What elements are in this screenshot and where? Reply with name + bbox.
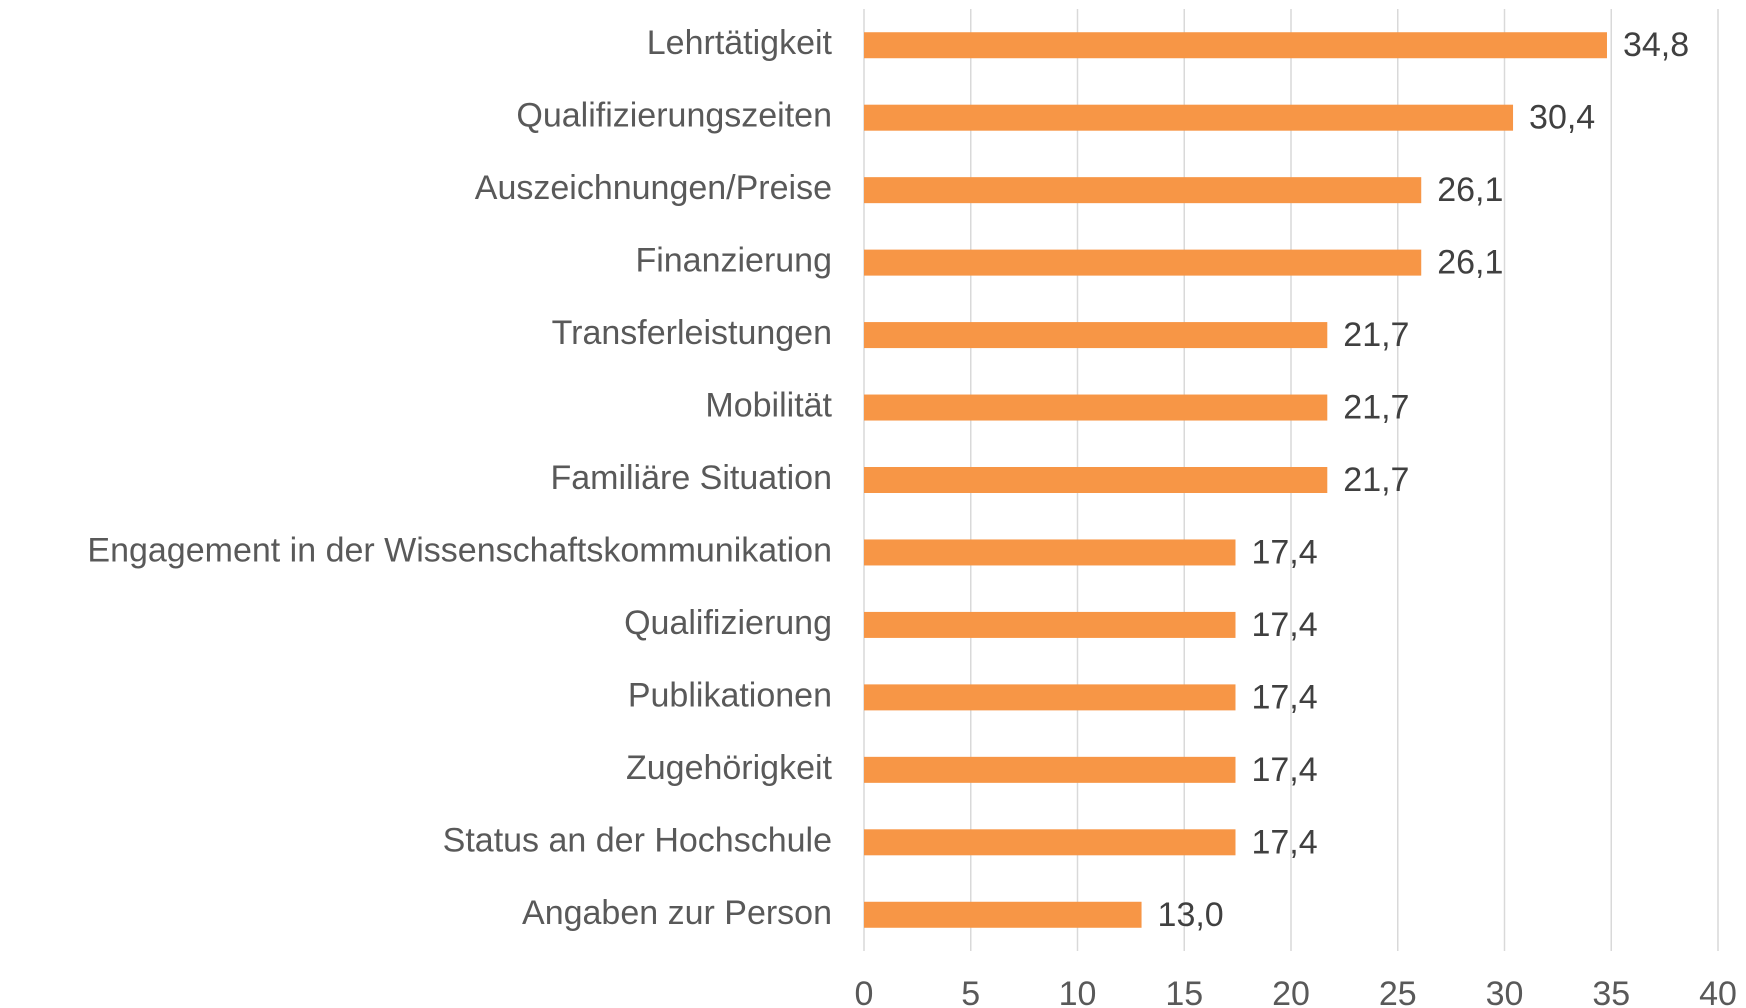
x-tick-label: 5 — [961, 975, 980, 1008]
data-label: 17,4 — [1251, 606, 1317, 644]
y-tick-label: Zugehörigkeit — [626, 749, 833, 787]
x-tick-label: 30 — [1486, 975, 1524, 1008]
x-tick-label: 25 — [1379, 975, 1417, 1008]
y-tick-label: Status an der Hochschule — [443, 821, 832, 859]
data-label: 21,7 — [1343, 389, 1409, 427]
y-tick-label: Auszeichnungen/Preise — [475, 169, 832, 207]
x-tick-label: 20 — [1272, 975, 1310, 1008]
data-label: 26,1 — [1437, 171, 1503, 209]
x-tick-label: 15 — [1165, 975, 1203, 1008]
data-label: 34,8 — [1623, 26, 1689, 64]
bar — [864, 829, 1236, 856]
y-tick-label: Engagement in der Wissenschaftskommunika… — [87, 531, 832, 569]
y-tick-label: Angaben zur Person — [522, 894, 832, 932]
data-label: 30,4 — [1529, 99, 1595, 137]
data-label: 13,0 — [1158, 896, 1224, 934]
y-tick-label: Transferleistungen — [552, 314, 832, 352]
y-tick-label: Qualifizierung — [624, 604, 832, 642]
bar — [864, 684, 1236, 711]
bar — [864, 322, 1328, 349]
data-label: 17,4 — [1251, 823, 1317, 861]
data-label: 17,4 — [1251, 678, 1317, 716]
x-tick-label: 10 — [1059, 975, 1097, 1008]
bar — [864, 756, 1236, 783]
y-tick-label: Publikationen — [628, 676, 832, 714]
bar — [864, 32, 1607, 59]
bar — [864, 394, 1328, 421]
bar — [864, 104, 1514, 131]
y-tick-label: Finanzierung — [635, 242, 832, 280]
data-label: 17,4 — [1251, 533, 1317, 571]
bar — [864, 539, 1236, 566]
y-tick-label: Lehrtätigkeit — [647, 24, 833, 62]
y-tick-label: Familiäre Situation — [550, 459, 832, 497]
bar — [864, 177, 1422, 204]
data-label: 17,4 — [1251, 751, 1317, 789]
x-tick-label: 40 — [1699, 975, 1737, 1008]
x-tick-label: 35 — [1592, 975, 1630, 1008]
bar — [864, 249, 1422, 276]
bar — [864, 901, 1142, 928]
y-tick-label: Qualifizierungszeiten — [516, 97, 832, 135]
x-tick-label: 0 — [855, 975, 874, 1008]
y-tick-label: Mobilität — [705, 387, 832, 425]
bar — [864, 467, 1328, 493]
bar — [864, 611, 1236, 638]
data-label: 21,7 — [1343, 461, 1409, 499]
data-label: 21,7 — [1343, 316, 1409, 354]
data-label: 26,1 — [1437, 244, 1503, 282]
